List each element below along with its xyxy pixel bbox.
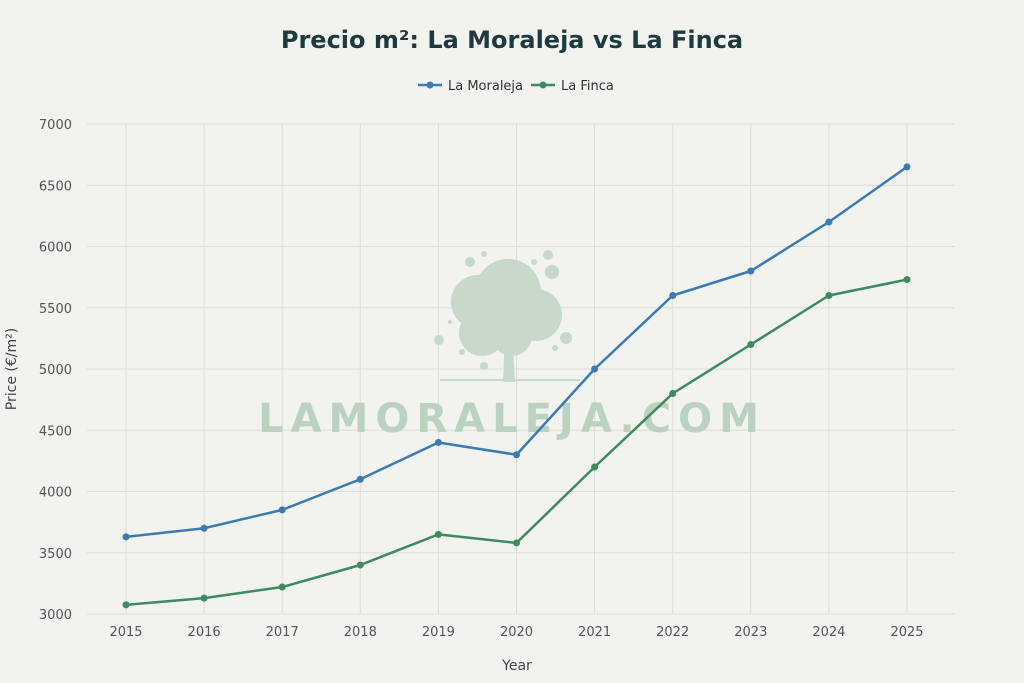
data-point — [669, 292, 677, 299]
data-point — [747, 267, 755, 275]
legend-label: La Moraleja — [448, 79, 523, 94]
tree-icon — [434, 250, 580, 382]
y-tick-label: 4000 — [39, 486, 72, 501]
series-group — [122, 163, 911, 609]
data-point — [122, 601, 130, 609]
y-tick-label: 6000 — [39, 241, 72, 256]
watermark-text: LAMORALEJA.COM — [258, 396, 766, 442]
y-tick-label: 6500 — [39, 179, 72, 194]
gridlines — [87, 123, 955, 615]
chart-title: Precio m²: La Moraleja vs La Finca — [281, 26, 743, 54]
x-tick-label: 2024 — [812, 625, 845, 640]
data-point — [669, 390, 677, 397]
x-tick-label: 2015 — [109, 625, 142, 640]
data-point — [747, 341, 755, 348]
y-tick-label: 7000 — [39, 118, 72, 133]
data-point — [825, 218, 833, 226]
x-axis-label: Year — [501, 658, 532, 674]
x-tick-label: 2017 — [266, 625, 299, 640]
data-point — [200, 594, 208, 602]
y-tick-label: 5000 — [39, 363, 72, 378]
x-tick-label: 2023 — [734, 625, 767, 640]
legend-item: La Finca — [531, 79, 614, 94]
data-point — [591, 463, 599, 471]
data-point — [903, 276, 911, 284]
x-tick-label: 2020 — [500, 625, 533, 640]
legend-item: La Moraleja — [418, 79, 523, 94]
x-tick-label: 2022 — [656, 625, 689, 640]
series-la-moraleja — [122, 163, 911, 541]
data-point — [122, 533, 130, 541]
data-point — [278, 506, 286, 514]
x-tick-label: 2018 — [344, 625, 377, 640]
x-tick-label: 2019 — [422, 625, 455, 640]
data-point — [434, 439, 442, 446]
y-axis-ticks: 3000 3500 4000 4500 5000 5500 6000 6500 7000 — [39, 118, 72, 623]
data-point — [591, 365, 599, 373]
x-tick-label: 2021 — [578, 625, 611, 640]
y-tick-label: 3500 — [39, 547, 72, 562]
y-tick-label: 4500 — [39, 424, 72, 439]
watermark: LAMORALEJA.COM — [258, 250, 766, 442]
data-point — [825, 292, 833, 299]
y-tick-label: 5500 — [39, 302, 72, 317]
x-axis-ticks: 2015 2016 2017 2018 2019 2020 2021 2022 2023 2024… — [109, 625, 923, 640]
y-axis-label: Price (€/m²) — [4, 328, 20, 410]
data-point — [200, 524, 208, 532]
x-tick-label: 2016 — [188, 625, 221, 640]
data-point — [356, 561, 364, 569]
data-point — [513, 539, 520, 547]
y-tick-label: 3000 — [39, 608, 72, 623]
legend-label: La Finca — [561, 79, 614, 94]
legend-swatch-marker — [426, 81, 434, 89]
data-point — [356, 475, 364, 483]
x-tick-label: 2025 — [890, 625, 923, 640]
data-point — [903, 163, 911, 171]
data-point — [434, 530, 442, 538]
legend-swatch-marker — [539, 81, 547, 89]
legend: La Moraleja La Finca — [418, 79, 614, 94]
series-la-finca — [122, 276, 911, 609]
data-point — [278, 583, 286, 591]
data-point — [513, 451, 520, 459]
